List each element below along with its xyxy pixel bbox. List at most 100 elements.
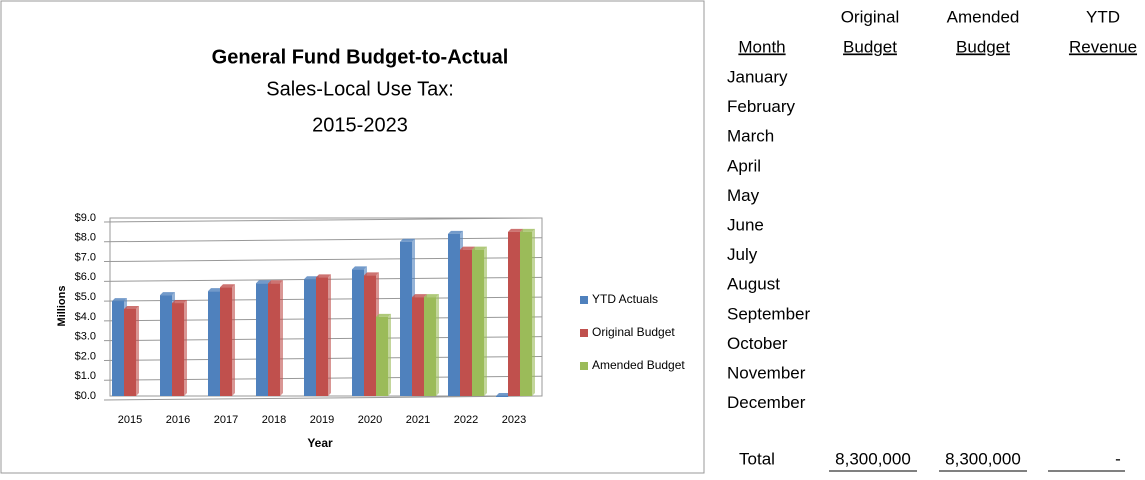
- bar: [172, 303, 184, 396]
- bar: [520, 231, 532, 396]
- month: November: [727, 363, 806, 382]
- bar-top: [412, 294, 427, 298]
- x-tick-label: 2020: [358, 414, 382, 426]
- y-tick-label: $5.0: [75, 291, 96, 303]
- bar-side: [484, 246, 487, 396]
- column-header: Revenue: [1069, 37, 1137, 56]
- bar-side: [532, 228, 535, 396]
- bar: [412, 297, 424, 396]
- bar: [352, 269, 364, 396]
- legend-label: Original Budget: [592, 325, 675, 339]
- month: December: [727, 393, 806, 412]
- bar: [496, 396, 508, 397]
- bar-side: [136, 305, 139, 396]
- y-tick-label: $1.0: [75, 370, 96, 382]
- x-tick-label: 2015: [118, 414, 142, 426]
- x-tick-label: 2017: [214, 414, 238, 426]
- month: July: [727, 245, 758, 264]
- column-header: Month: [738, 37, 785, 56]
- bar: [460, 249, 472, 396]
- total-cell: Total: [739, 449, 775, 468]
- bar: [376, 316, 388, 396]
- bar-top: [256, 280, 271, 284]
- bar-side: [184, 300, 187, 396]
- bar-top: [220, 284, 235, 288]
- x-tick-label: 2022: [454, 414, 478, 426]
- month: January: [727, 67, 788, 86]
- total-cell: -: [1115, 449, 1121, 468]
- bar-side: [232, 284, 235, 396]
- column-header: Budget: [843, 37, 897, 56]
- total-cell: 8,300,000: [945, 449, 1021, 468]
- bar-top: [304, 276, 319, 280]
- bar-top: [364, 272, 379, 276]
- y-tick-label: $8.0: [75, 232, 96, 244]
- month: February: [727, 97, 796, 116]
- y-tick-label: $7.0: [75, 251, 96, 263]
- legend-swatch: [580, 362, 588, 370]
- bar-top: [160, 292, 175, 296]
- column-header: Original: [841, 7, 900, 26]
- bar-top: [460, 246, 475, 250]
- bar: [220, 287, 232, 396]
- chart-subtitle: Sales-Local Use Tax:: [266, 78, 454, 100]
- bar-top: [472, 246, 487, 250]
- bar: [124, 308, 136, 396]
- bar: [256, 283, 268, 396]
- legend-swatch: [580, 296, 588, 304]
- bar-side: [280, 280, 283, 396]
- y-tick-label: $0.0: [75, 390, 96, 402]
- y-tick-label: $2.0: [75, 350, 96, 362]
- bar-top: [172, 300, 187, 304]
- legend-label: Amended Budget: [592, 358, 685, 372]
- bar: [112, 301, 124, 396]
- y-axis-label: Millions: [56, 286, 68, 327]
- bar: [400, 241, 412, 396]
- bar: [472, 249, 484, 396]
- month: March: [727, 127, 774, 146]
- bar: [208, 291, 220, 396]
- bar: [448, 233, 460, 396]
- bar-top: [424, 294, 439, 298]
- month: September: [727, 304, 810, 323]
- bar-top: [448, 230, 463, 234]
- bar-top: [376, 313, 391, 317]
- legend-swatch: [580, 329, 588, 337]
- bar: [364, 275, 376, 396]
- x-tick-label: 2016: [166, 414, 190, 426]
- x-tick-label: 2018: [262, 414, 286, 426]
- bar-top: [124, 305, 139, 309]
- x-axis-label: Year: [307, 436, 333, 450]
- x-tick-label: 2019: [310, 414, 334, 426]
- bar-top: [508, 228, 523, 232]
- column-header: Budget: [956, 37, 1010, 56]
- chart-title: General Fund Budget-to-Actual: [212, 46, 509, 68]
- bar-top: [316, 274, 331, 278]
- bar: [304, 279, 316, 396]
- bar: [424, 297, 436, 396]
- bar: [268, 283, 280, 396]
- y-tick-label: $4.0: [75, 311, 96, 323]
- grid-line: [103, 395, 543, 401]
- bar-side: [328, 274, 331, 396]
- bar-top: [520, 228, 535, 232]
- month: August: [727, 275, 780, 294]
- month: June: [727, 215, 764, 234]
- bar-side: [436, 294, 439, 396]
- bar-top: [352, 266, 367, 270]
- column-header: Amended: [947, 7, 1020, 26]
- bar-top: [268, 280, 283, 284]
- bar: [316, 277, 328, 396]
- bar-top: [496, 393, 511, 396]
- x-tick-label: 2021: [406, 414, 430, 426]
- bar-top: [112, 298, 127, 302]
- y-tick-label: $9.0: [75, 212, 96, 224]
- month: May: [727, 186, 760, 205]
- legend-label: YTD Actuals: [592, 292, 658, 306]
- bar-top: [400, 238, 415, 242]
- bar-side: [388, 313, 391, 396]
- bar: [508, 231, 520, 396]
- y-tick-label: $6.0: [75, 271, 96, 283]
